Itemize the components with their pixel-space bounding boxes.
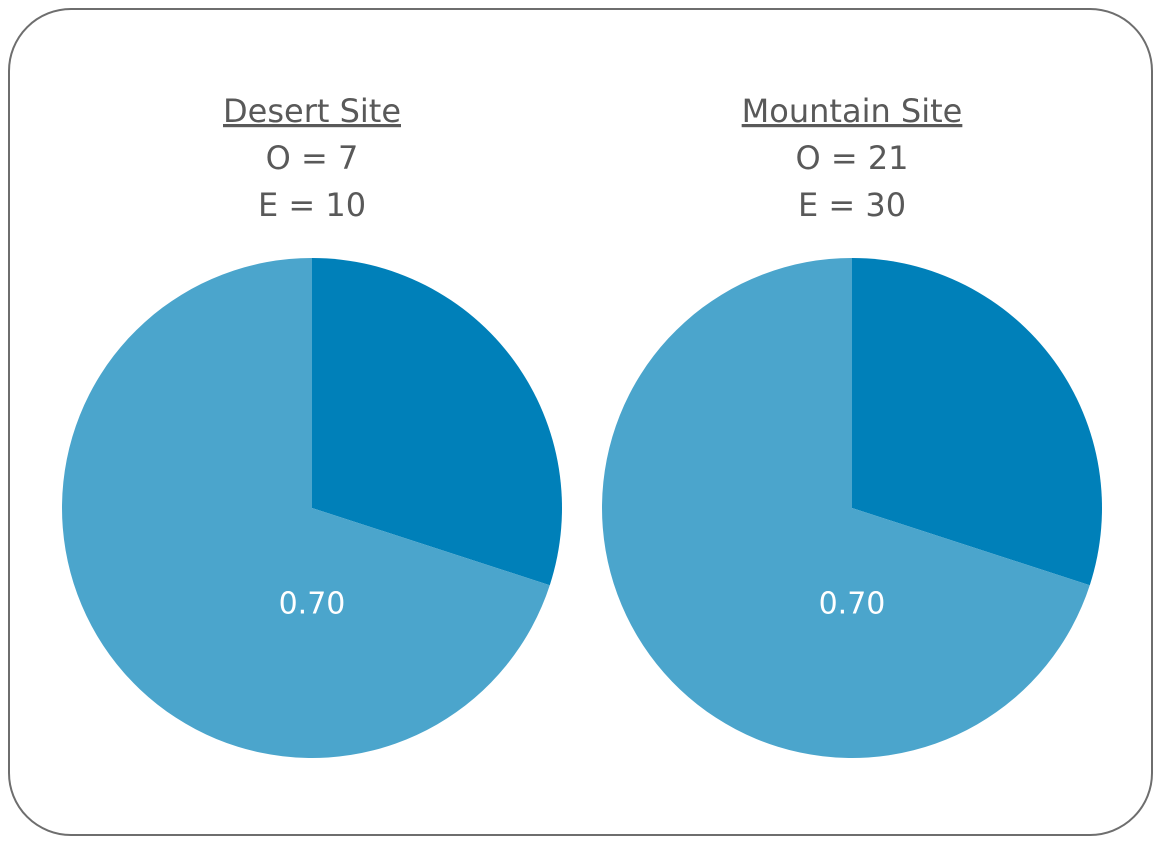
annotation: E = 10: [258, 186, 366, 224]
chart-title: Desert Site: [223, 92, 401, 130]
data-label: 0.70: [819, 587, 886, 622]
annotation: O = 7: [266, 139, 359, 177]
pie-slice: [312, 258, 562, 586]
pie-slice: [62, 258, 550, 758]
pie-slice: [602, 258, 1090, 758]
pie-slice: [852, 258, 1103, 586]
chart-title: Mountain Site: [742, 92, 963, 130]
annotation: O = 21: [795, 139, 908, 177]
data-label: 0.70: [279, 587, 346, 622]
annotation: E = 30: [798, 186, 906, 224]
